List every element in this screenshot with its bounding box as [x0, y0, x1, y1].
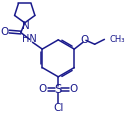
Text: N: N [22, 21, 30, 31]
Text: O: O [0, 27, 8, 37]
Text: O: O [81, 35, 89, 45]
Text: O: O [70, 84, 78, 95]
Text: S: S [55, 83, 62, 96]
Text: HN: HN [22, 34, 37, 44]
Text: CH₃: CH₃ [109, 35, 125, 44]
Text: Cl: Cl [53, 103, 63, 113]
Text: O: O [39, 84, 47, 95]
